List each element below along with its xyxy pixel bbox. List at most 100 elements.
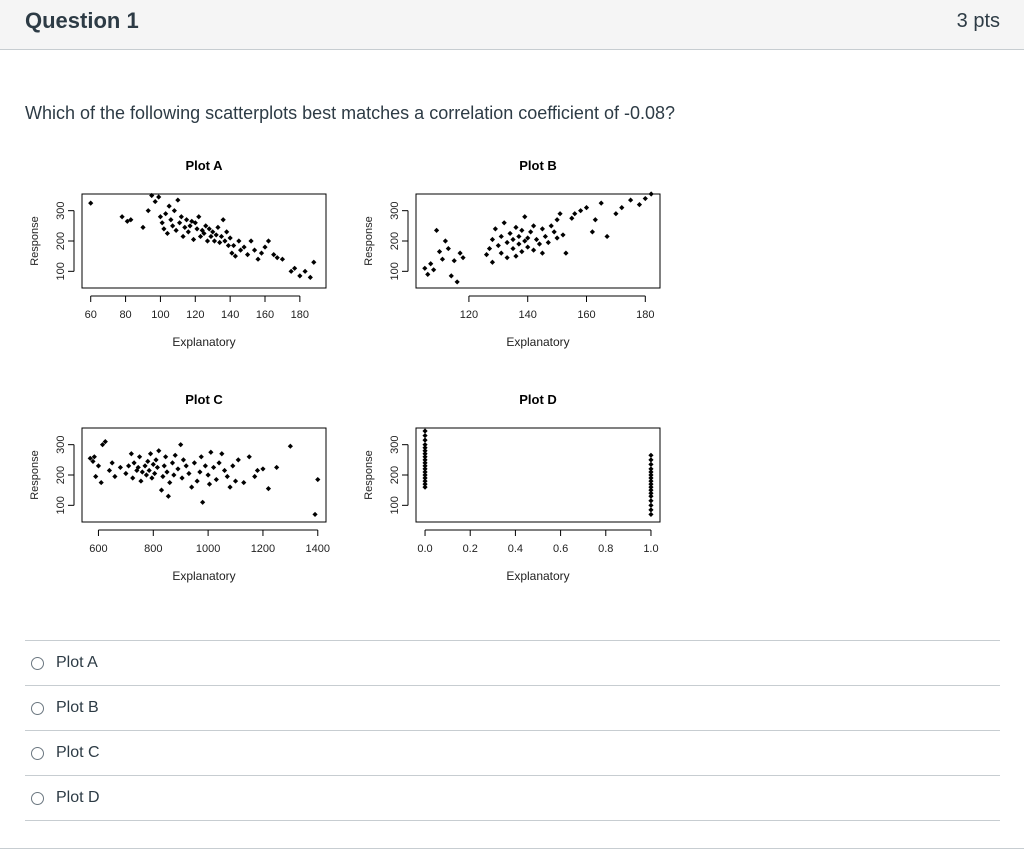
data-point	[530, 223, 537, 229]
data-point	[205, 472, 211, 478]
data-point	[297, 273, 303, 279]
data-point	[206, 481, 213, 487]
data-point	[648, 466, 654, 472]
data-point	[436, 249, 443, 255]
data-point	[292, 265, 298, 271]
data-point	[211, 238, 218, 244]
data-point	[422, 445, 428, 451]
data-point	[315, 476, 321, 483]
data-point	[265, 486, 272, 492]
data-point	[200, 499, 206, 505]
data-point	[167, 479, 173, 486]
plot-frame	[81, 427, 327, 523]
y-axis-label: Response	[29, 216, 41, 266]
answer-option-plot-b[interactable]: Plot B	[25, 685, 1000, 730]
data-point	[143, 472, 150, 478]
answer-option-plot-c[interactable]: Plot C	[25, 730, 1000, 775]
data-point	[288, 268, 294, 274]
data-point	[232, 253, 238, 259]
data-point	[213, 232, 219, 238]
data-point	[154, 464, 160, 471]
data-point	[131, 460, 137, 466]
data-point	[153, 457, 159, 463]
data-point	[572, 211, 578, 217]
data-point	[168, 217, 174, 223]
data-point	[648, 472, 654, 478]
data-point	[448, 273, 454, 279]
data-point	[489, 259, 496, 265]
data-point	[117, 464, 123, 471]
data-point	[557, 211, 563, 217]
data-point	[578, 208, 584, 214]
x-tick-label: 180	[636, 309, 654, 321]
data-point	[433, 227, 440, 233]
data-point	[171, 208, 177, 214]
data-point	[510, 236, 516, 243]
data-point	[189, 484, 195, 490]
radio-button[interactable]	[31, 746, 44, 760]
data-point	[454, 279, 460, 285]
data-point	[648, 469, 654, 475]
data-point	[274, 464, 280, 471]
data-point	[93, 473, 99, 480]
data-point	[175, 197, 181, 203]
x-tick-label: 140	[221, 309, 239, 321]
data-point	[208, 233, 214, 240]
data-point	[202, 463, 208, 469]
data-point	[142, 463, 148, 469]
data-point	[483, 252, 490, 258]
data-point	[501, 220, 507, 226]
radio-button[interactable]	[31, 791, 44, 805]
x-tick-label: 160	[577, 309, 595, 321]
data-point	[642, 195, 648, 202]
data-point	[648, 478, 654, 484]
plot-title: Plot A	[185, 158, 223, 173]
bottom-divider	[0, 848, 1024, 849]
x-tick-label: 0.8	[598, 543, 613, 555]
radio-button[interactable]	[31, 701, 44, 715]
x-axis-label: Explanatory	[506, 335, 569, 349]
data-point	[545, 239, 551, 246]
data-point	[128, 217, 134, 223]
x-tick-label: 180	[291, 309, 309, 321]
data-point	[530, 247, 537, 253]
answer-option-plot-a[interactable]: Plot A	[25, 640, 1000, 685]
data-point	[197, 233, 204, 240]
data-point	[551, 229, 557, 235]
data-point	[422, 463, 428, 469]
data-point	[179, 475, 185, 481]
data-point	[126, 463, 132, 469]
x-tick-label: 600	[89, 543, 107, 555]
data-point	[180, 457, 187, 463]
data-point	[238, 247, 244, 253]
data-point	[619, 205, 625, 211]
data-point	[157, 214, 164, 220]
data-point	[185, 229, 191, 235]
data-point	[525, 244, 531, 250]
data-point	[307, 274, 313, 280]
data-point	[422, 484, 428, 490]
data-point	[636, 202, 643, 208]
x-tick-label: 0.0	[417, 543, 432, 555]
data-point	[287, 443, 293, 449]
x-tick-label: 120	[460, 309, 478, 321]
data-point	[548, 223, 554, 229]
data-point	[98, 479, 104, 486]
data-point	[648, 461, 654, 467]
data-point	[158, 487, 165, 493]
data-point	[229, 250, 235, 256]
data-point	[123, 470, 129, 477]
data-point	[422, 460, 428, 466]
data-point	[528, 229, 534, 235]
data-point	[519, 249, 525, 255]
data-point	[422, 454, 428, 460]
data-point	[592, 217, 598, 223]
data-point	[196, 214, 202, 220]
data-point	[186, 470, 192, 477]
x-tick-label: 1.0	[643, 543, 658, 555]
data-point	[439, 256, 446, 262]
data-point	[504, 239, 510, 246]
radio-button[interactable]	[31, 656, 44, 670]
x-tick-label: 160	[256, 309, 274, 321]
answer-option-plot-d[interactable]: Plot D	[25, 775, 1000, 821]
